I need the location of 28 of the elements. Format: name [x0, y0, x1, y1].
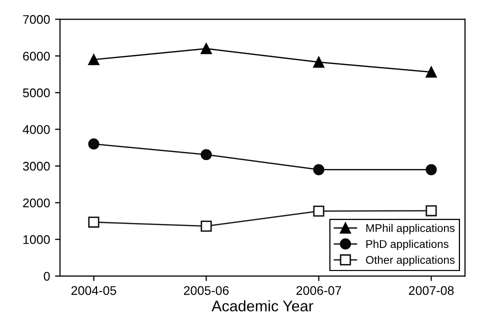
point — [200, 149, 212, 160]
y-tick-label: 0 — [44, 272, 50, 281]
point — [426, 66, 437, 78]
point — [313, 56, 324, 68]
x-tick-label: 2007-08 — [408, 286, 454, 295]
y-tick-label: 2000 — [23, 198, 50, 208]
legend-label: PhD applications — [366, 240, 448, 250]
x-tick-label: 2004-05 — [71, 286, 116, 295]
x-axis-title: Academic Year — [212, 300, 314, 312]
y-tick-label: 1000 — [23, 235, 50, 244]
point — [200, 220, 212, 232]
point — [88, 138, 100, 150]
point — [313, 206, 324, 217]
y-tick-label: 3000 — [22, 162, 50, 171]
legend-label: MPhil applications — [366, 224, 455, 234]
point — [313, 164, 324, 176]
point — [426, 164, 437, 176]
y-tick-label: 7000 — [23, 15, 50, 24]
y-tick-label: 5000 — [22, 88, 50, 98]
point — [88, 54, 100, 66]
y-tick-label: 4000 — [22, 125, 50, 134]
point — [426, 205, 437, 216]
point — [88, 216, 100, 228]
legend-label: Other applications — [366, 256, 455, 266]
point — [200, 43, 212, 54]
x-tick-label: 2006-07 — [296, 286, 342, 295]
x-tick-label: 2005-06 — [184, 286, 229, 295]
y-tick-label: 6000 — [23, 52, 50, 61]
